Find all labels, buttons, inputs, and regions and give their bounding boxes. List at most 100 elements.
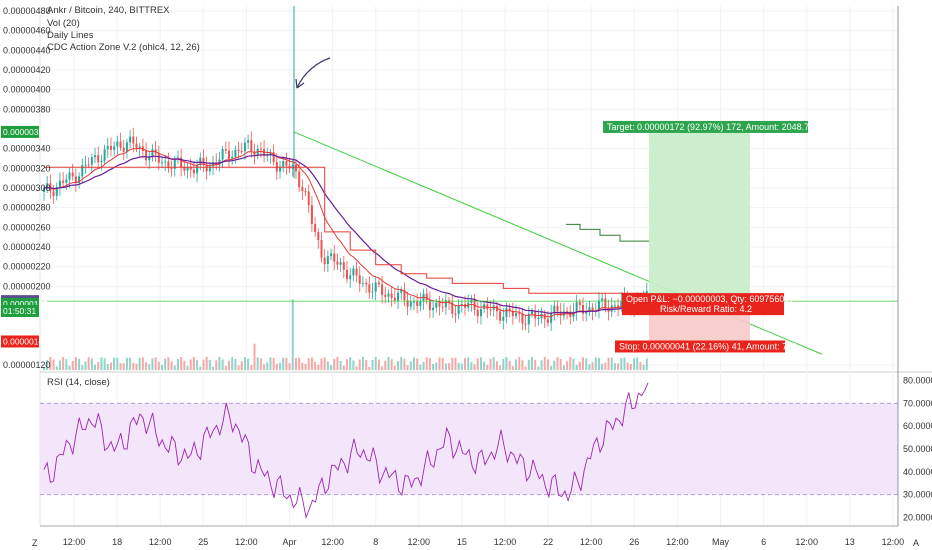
volume-bar <box>636 357 639 370</box>
auto-scale-icon[interactable]: A <box>913 538 919 548</box>
volume-bar <box>227 360 230 370</box>
candle-body <box>224 149 227 151</box>
volume-bar <box>444 363 447 370</box>
volume-bar <box>68 365 71 370</box>
volume-bar <box>320 358 323 370</box>
price-tick-label: 0.00000460 <box>3 26 51 36</box>
volume-bar <box>224 366 227 370</box>
volume-bar <box>387 357 390 370</box>
candle-body <box>355 268 358 276</box>
volume-bar <box>275 363 278 370</box>
candle-body <box>132 136 135 144</box>
candle-body <box>173 159 176 169</box>
candle-body <box>330 253 333 257</box>
candle-body <box>81 165 84 177</box>
candle-body <box>476 309 479 317</box>
candle-body <box>419 301 422 306</box>
time-tick-label: 12:00 <box>795 537 818 547</box>
volume-bar <box>243 357 246 370</box>
rsi-tick-label: 20.0000 <box>903 512 932 522</box>
volume-bar <box>167 357 170 370</box>
candle-body <box>479 309 482 317</box>
volume-bar <box>543 357 546 370</box>
volume-bar <box>202 359 205 370</box>
chart-title: Ankr / Bitcoin, 240, BITTREX <box>47 5 170 16</box>
volume-bar <box>492 357 495 370</box>
candle-body <box>46 183 49 188</box>
candle-body <box>409 301 412 307</box>
volume-bar <box>358 359 361 370</box>
volume-bar <box>591 362 594 370</box>
volume-bar <box>645 358 648 370</box>
timezone-icon[interactable]: Z <box>32 538 38 548</box>
volume-bar <box>473 364 476 370</box>
candle-body <box>145 151 148 161</box>
candle-body <box>189 166 192 170</box>
price-tick-label: 0.00000120 <box>3 360 51 370</box>
stop-label-box <box>615 340 785 353</box>
candle-body <box>202 157 205 165</box>
candle-body <box>113 146 116 150</box>
volume-bar <box>301 362 304 370</box>
candle-body <box>620 300 623 309</box>
candle-body <box>346 269 348 280</box>
indicator-daily-lines: Daily Lines <box>47 30 94 41</box>
volume-bar <box>601 363 604 370</box>
candle-body <box>129 136 132 143</box>
price-tick-label: 0.00000380 <box>3 104 51 114</box>
volume-bar <box>416 358 419 370</box>
position-tool[interactable]: Target: 0.00000172 (92.97%) 172, Amount:… <box>603 120 814 353</box>
candle-body <box>269 152 272 155</box>
volume-bar <box>231 357 234 370</box>
volume-bar <box>534 359 537 370</box>
candle-body <box>390 293 393 298</box>
axes: 0.00000480 0.00000460 0.00000440 0.00000420… <box>1 6 932 547</box>
target-zone <box>649 131 750 302</box>
candle-body <box>613 305 616 307</box>
candle-body <box>585 311 588 314</box>
candle-body <box>342 262 345 270</box>
time-tick-label: 12:00 <box>494 537 517 547</box>
volume-bar <box>355 366 358 370</box>
volume-bar <box>371 360 374 370</box>
volume-bar <box>138 358 141 370</box>
volume-bar <box>55 366 58 370</box>
volume-bar <box>71 360 74 370</box>
volume-bar <box>221 359 224 370</box>
volume-bar <box>409 361 412 370</box>
candle-body <box>58 180 61 187</box>
volume-bar <box>129 357 132 370</box>
volume-bar <box>106 363 109 370</box>
volume-bar <box>119 363 122 370</box>
candle-body <box>333 253 336 262</box>
candle-body <box>164 161 167 163</box>
price-tag-box <box>1 335 39 348</box>
volume-bar <box>556 357 559 370</box>
candle-body <box>291 164 294 169</box>
volume-bar <box>205 357 208 370</box>
candle-body <box>435 302 438 308</box>
volume-bar <box>464 358 467 370</box>
price-tick-label: 0.00000200 <box>3 281 51 291</box>
candle-body <box>425 293 428 301</box>
candle-body <box>518 313 521 315</box>
candle-body <box>94 155 97 158</box>
candle-body <box>161 162 164 164</box>
volume-bar <box>511 366 514 370</box>
stop-label: Stop: 0.00000041 (22.16%) 41, Amount: 75… <box>619 341 797 351</box>
candlesticks <box>43 6 648 334</box>
volume-bar <box>540 360 543 370</box>
candle-body <box>358 275 361 284</box>
candle-body <box>451 302 454 314</box>
volume-bar <box>212 366 215 370</box>
volume-bar <box>148 364 151 370</box>
price-tag-box <box>1 304 39 317</box>
volume-bar <box>49 357 52 370</box>
candle-body <box>511 311 514 317</box>
volume-bar <box>288 363 291 370</box>
volume-bar <box>629 363 632 370</box>
volume-bar <box>578 361 581 370</box>
volume-bar <box>346 359 348 370</box>
time-tick-label: 12:00 <box>408 537 431 547</box>
